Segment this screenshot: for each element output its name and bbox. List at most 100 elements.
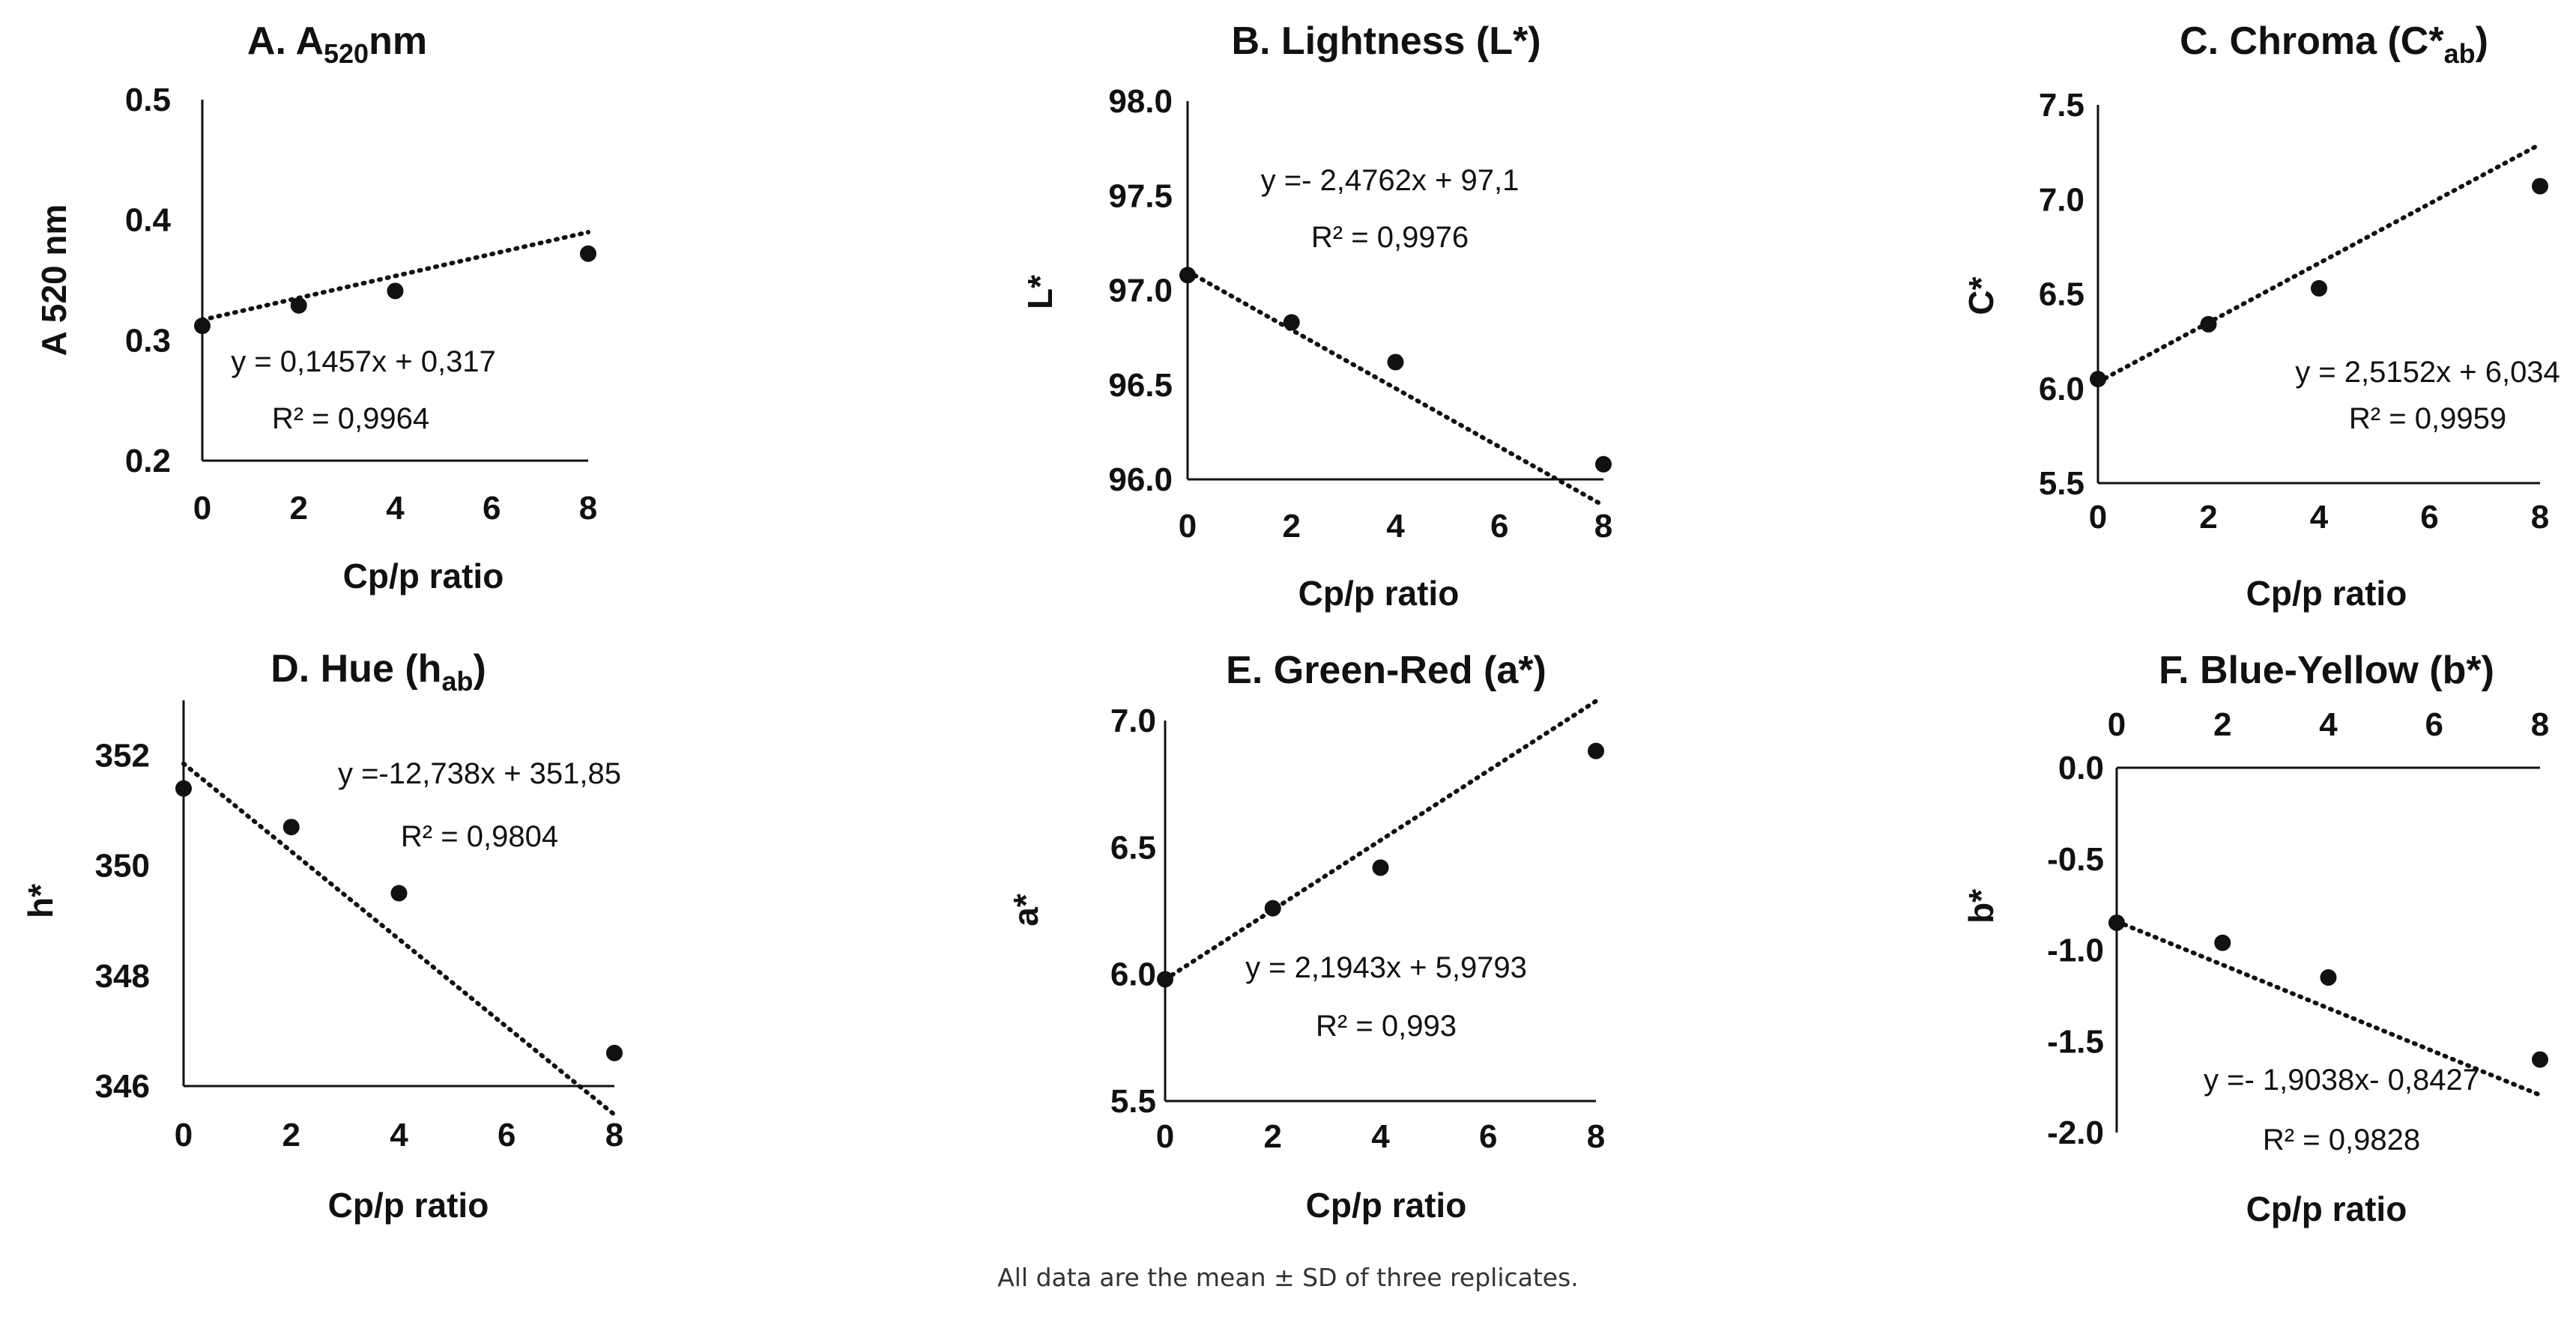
chart-panel-2: B. Lightness (L*) 96.0 96.5 97.0 97.5 98.0 0 2 4…: [1021, 19, 1612, 613]
data-point: [2532, 1051, 2548, 1068]
r-squared-label: R² = 0,9964: [272, 402, 429, 435]
data-point: [282, 819, 300, 836]
x-tick-label: 0: [1179, 508, 1197, 545]
y-tick-label: 0.5: [125, 82, 171, 118]
x-tick-label: 4: [390, 1117, 408, 1153]
r-squared-label: R² = 0,9828: [2263, 1124, 2420, 1156]
regression-equation: y = 2,5152x + 6,034: [2295, 356, 2560, 389]
data-point: [390, 885, 408, 902]
y-tick-label: -2.0: [2047, 1115, 2104, 1151]
data-point: [1283, 314, 1300, 331]
regression-equation: y =-12,738x + 351,85: [338, 757, 621, 790]
r-squared-label: R² = 0,9976: [1311, 221, 1469, 254]
x-axis-label: Cp/p ratio: [343, 557, 504, 595]
footnote: All data are the mean ± SD of three repl…: [997, 1263, 1579, 1292]
y-tick-label: 6.5: [2039, 276, 2084, 313]
x-tick-label: 2: [1264, 1118, 1282, 1155]
data-point: [1372, 859, 1389, 876]
x-axis-label: Cp/p ratio: [2246, 574, 2407, 613]
x-tick-label: 4: [2310, 499, 2329, 536]
x-tick-label: 6: [483, 490, 501, 527]
x-tick-label: 8: [1594, 508, 1612, 545]
y-tick-label: 7.5: [2039, 87, 2084, 124]
x-tick-label: 8: [2531, 706, 2549, 743]
x-tick-label: 0: [2108, 706, 2126, 743]
y-axis-label: h*: [21, 884, 60, 918]
x-tick-label: 2: [282, 1117, 300, 1153]
data-point: [290, 297, 307, 314]
x-tick-label: 8: [2531, 499, 2549, 536]
chart-title: F. Blue-Yellow (b*): [2159, 649, 2494, 692]
x-tick-label: 6: [2420, 499, 2438, 536]
chart-title: E. Green-Red (a*): [1226, 649, 1546, 692]
x-tick-label: 4: [386, 490, 405, 527]
x-tick-label: 6: [2425, 706, 2443, 743]
data-point: [2214, 934, 2231, 951]
chart-title: C. Chroma (C*ab): [2180, 19, 2488, 69]
x-tick-label: 0: [175, 1117, 193, 1153]
r-squared-label: R² = 0,993: [1316, 1010, 1457, 1043]
y-tick-label: 6.0: [2039, 371, 2084, 407]
y-tick-label: 0.4: [125, 202, 172, 239]
chart-panel-1: A. A520nm 0.2 0.3 0.4 0.5 0 2 4 6 8 Cp/p ratio A 52…: [34, 19, 597, 595]
y-tick-label: 7.0: [2039, 181, 2084, 218]
x-tick-label: 4: [1371, 1118, 1390, 1155]
data-point: [194, 318, 211, 335]
y-tick-label: 0.3: [125, 322, 171, 359]
x-tick-label: 2: [2199, 499, 2217, 536]
chart-panel-6: F. Blue-Yellow (b*) -2.0 -1.5 -1.0 -0.5 0.00 2…: [1962, 649, 2549, 1228]
r-squared-label: R² = 0,9804: [401, 820, 558, 853]
y-tick-label: 7.0: [1110, 703, 1156, 739]
x-axis-label: Cp/p ratio: [2246, 1189, 2407, 1228]
data-point: [1157, 971, 1173, 988]
trendline: [181, 761, 617, 1118]
y-tick-label: -0.5: [2047, 841, 2104, 878]
regression-equation: y = 0,1457x + 0,317: [231, 345, 496, 378]
data-point: [2090, 371, 2106, 388]
y-tick-label: 98.0: [1108, 83, 1173, 120]
y-tick-label: 96.5: [1108, 367, 1173, 404]
data-point: [1588, 742, 1604, 759]
x-axis-label: Cp/p ratio: [1306, 1186, 1467, 1225]
y-axis-label: a*: [1006, 894, 1045, 927]
x-tick-label: 0: [2089, 499, 2107, 536]
x-tick-label: 0: [1156, 1118, 1174, 1155]
trendline: [2096, 142, 2542, 385]
regression-equation: y =- 2,4762x + 97,1: [1261, 164, 1520, 197]
data-point: [1264, 900, 1281, 917]
y-axis-label: C*: [1962, 276, 2001, 315]
x-tick-label: 6: [1479, 1118, 1497, 1155]
y-tick-label: 97.0: [1108, 273, 1173, 309]
y-tick-label: 0.2: [125, 443, 171, 479]
x-tick-label: 8: [605, 1117, 623, 1153]
y-axis-label: L*: [1021, 275, 1059, 309]
y-tick-label: 348: [95, 958, 150, 995]
x-tick-label: 2: [2213, 706, 2231, 743]
data-point: [1387, 354, 1404, 371]
y-tick-label: 96.0: [1108, 461, 1173, 498]
y-tick-label: 97.5: [1108, 178, 1173, 214]
trendline: [1185, 269, 1606, 508]
y-tick-label: 350: [95, 848, 150, 885]
chart-panel-4: D. Hue (hab) 346 348 350 352 0 2 4 6 8 Cp/p ratio h…: [21, 647, 623, 1225]
y-axis-label: A 520 nm: [34, 204, 73, 357]
data-point: [175, 780, 192, 797]
data-point: [606, 1044, 623, 1061]
data-point: [2108, 914, 2125, 931]
chart-panel-3: C. Chroma (C*ab) 5.5 6.0 6.5 7.0 7.5 0 2 4 6 8 Cp/p…: [1962, 19, 2560, 613]
x-tick-label: 2: [290, 490, 308, 527]
trendline: [2114, 919, 2542, 1097]
data-point: [387, 282, 404, 300]
x-axis-label: Cp/p ratio: [328, 1186, 489, 1225]
data-point: [580, 245, 596, 262]
trendline: [1163, 699, 1598, 982]
x-tick-label: 4: [1386, 508, 1405, 545]
data-point: [1179, 267, 1196, 284]
chart-title: A. A520nm: [247, 19, 427, 69]
regression-equation: y = 2,1943x + 5,9793: [1245, 951, 1527, 984]
y-axis-label: b*: [1962, 889, 2001, 924]
y-tick-label: -1.5: [2047, 1023, 2104, 1060]
y-tick-label: -1.0: [2047, 933, 2104, 969]
y-tick-label: 5.5: [2039, 465, 2084, 502]
